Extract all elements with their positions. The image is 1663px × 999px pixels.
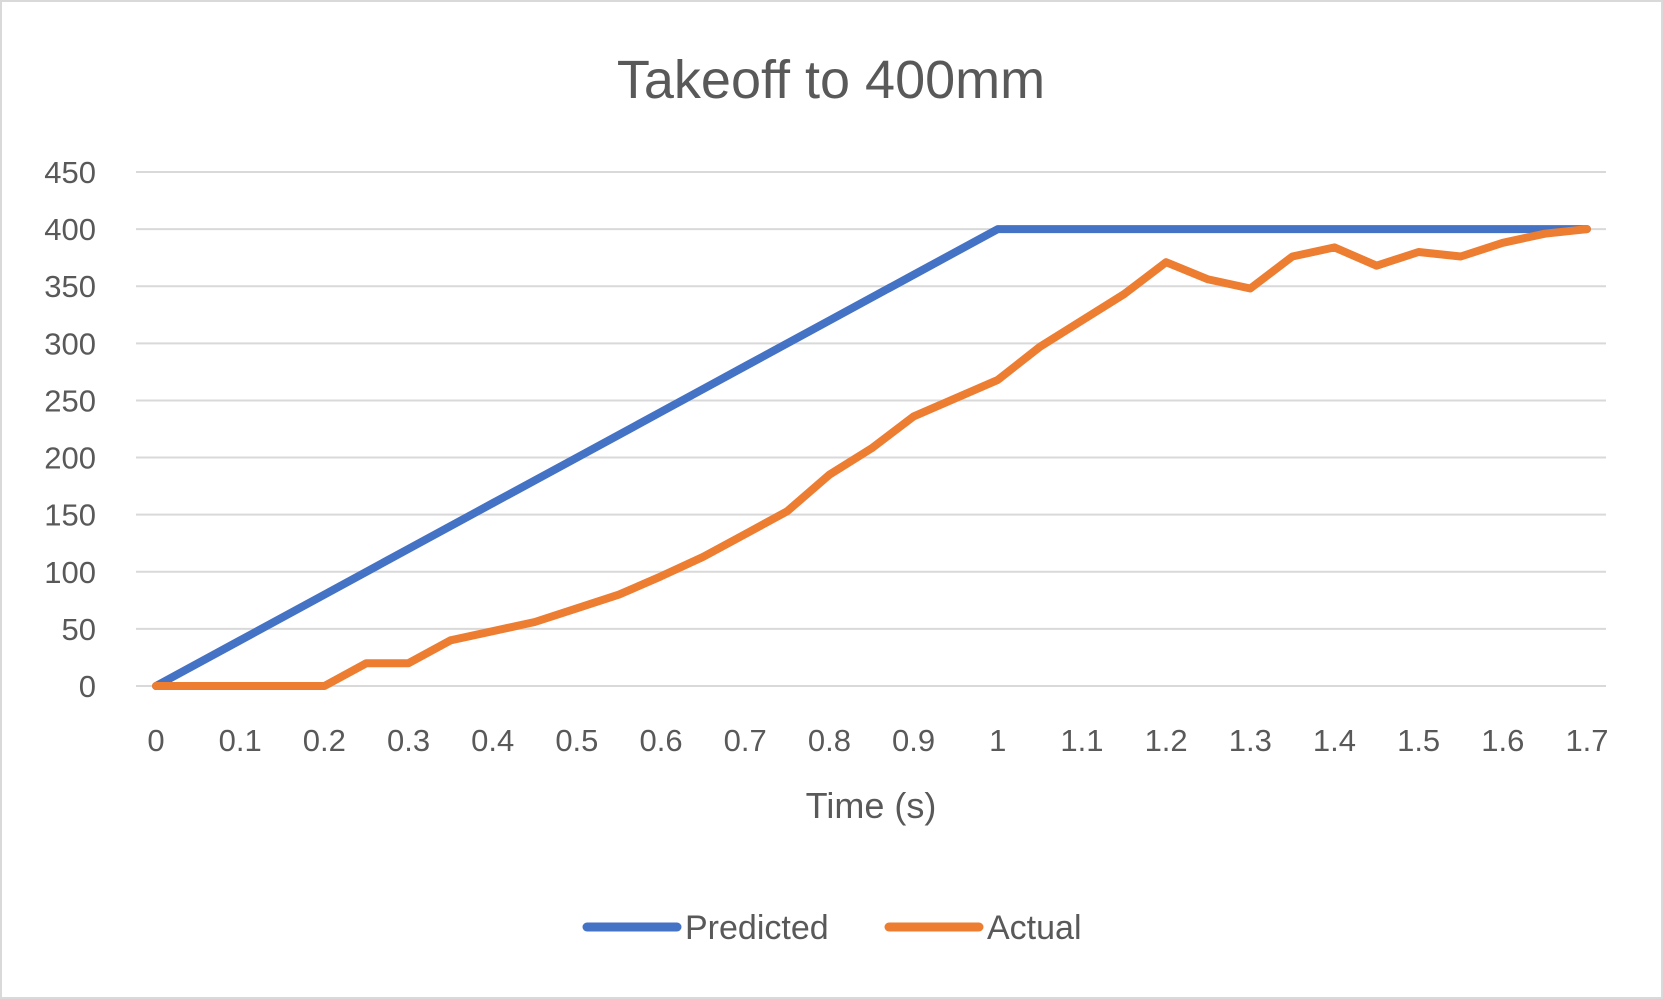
series-lines — [152, 225, 1591, 690]
y-tick-label: 250 — [44, 383, 96, 418]
y-tick-label: 400 — [44, 212, 96, 247]
series-line-actual — [152, 225, 1591, 690]
series-line-predicted — [152, 225, 1591, 690]
x-tick-label: 1.5 — [1397, 723, 1440, 758]
x-tick-label: 1.2 — [1145, 723, 1188, 758]
y-tick-label: 300 — [44, 326, 96, 361]
chart-title: Takeoff to 400mm — [617, 50, 1045, 110]
x-tick-label: 1.1 — [1060, 723, 1103, 758]
x-tick-label: 1.7 — [1565, 723, 1608, 758]
x-tick-label: 0.9 — [892, 723, 935, 758]
y-axis-tick-labels: 0 50 100 150 200 250 300 350 400 450 — [44, 155, 96, 704]
y-tick-label: 100 — [44, 555, 96, 590]
x-tick-label: 0.6 — [640, 723, 683, 758]
y-tick-label: 0 — [79, 669, 96, 704]
x-tick-label: 1 — [989, 723, 1006, 758]
legend: Predicted Actual — [582, 909, 1082, 947]
x-tick-label: 1.3 — [1229, 723, 1272, 758]
x-tick-label: 1.4 — [1313, 723, 1356, 758]
y-tick-label: 150 — [44, 498, 96, 533]
y-tick-label: 350 — [44, 269, 96, 304]
y-tick-label: 450 — [44, 155, 96, 190]
x-tick-label: 0 — [147, 723, 164, 758]
gridlines — [136, 171, 1606, 687]
x-axis-tick-labels: 0 0.1 0.2 0.3 0.4 0.5 0.6 0.7 0.8 0.9 1 1.1 1.2 1.3 1.… — [147, 723, 1608, 758]
y-tick-label: 50 — [62, 612, 96, 647]
x-tick-label: 0.1 — [219, 723, 262, 758]
x-axis-title: Time (s) — [806, 785, 937, 826]
legend-label-predicted: Predicted — [685, 909, 829, 947]
x-tick-label: 0.8 — [808, 723, 851, 758]
x-tick-label: 0.4 — [471, 723, 514, 758]
x-tick-label: 0.5 — [555, 723, 598, 758]
y-tick-label: 200 — [44, 441, 96, 476]
x-tick-label: 0.3 — [387, 723, 430, 758]
x-tick-label: 1.6 — [1481, 723, 1524, 758]
x-tick-label: 0.2 — [303, 723, 346, 758]
legend-label-actual: Actual — [987, 909, 1082, 947]
x-tick-label: 0.7 — [724, 723, 767, 758]
